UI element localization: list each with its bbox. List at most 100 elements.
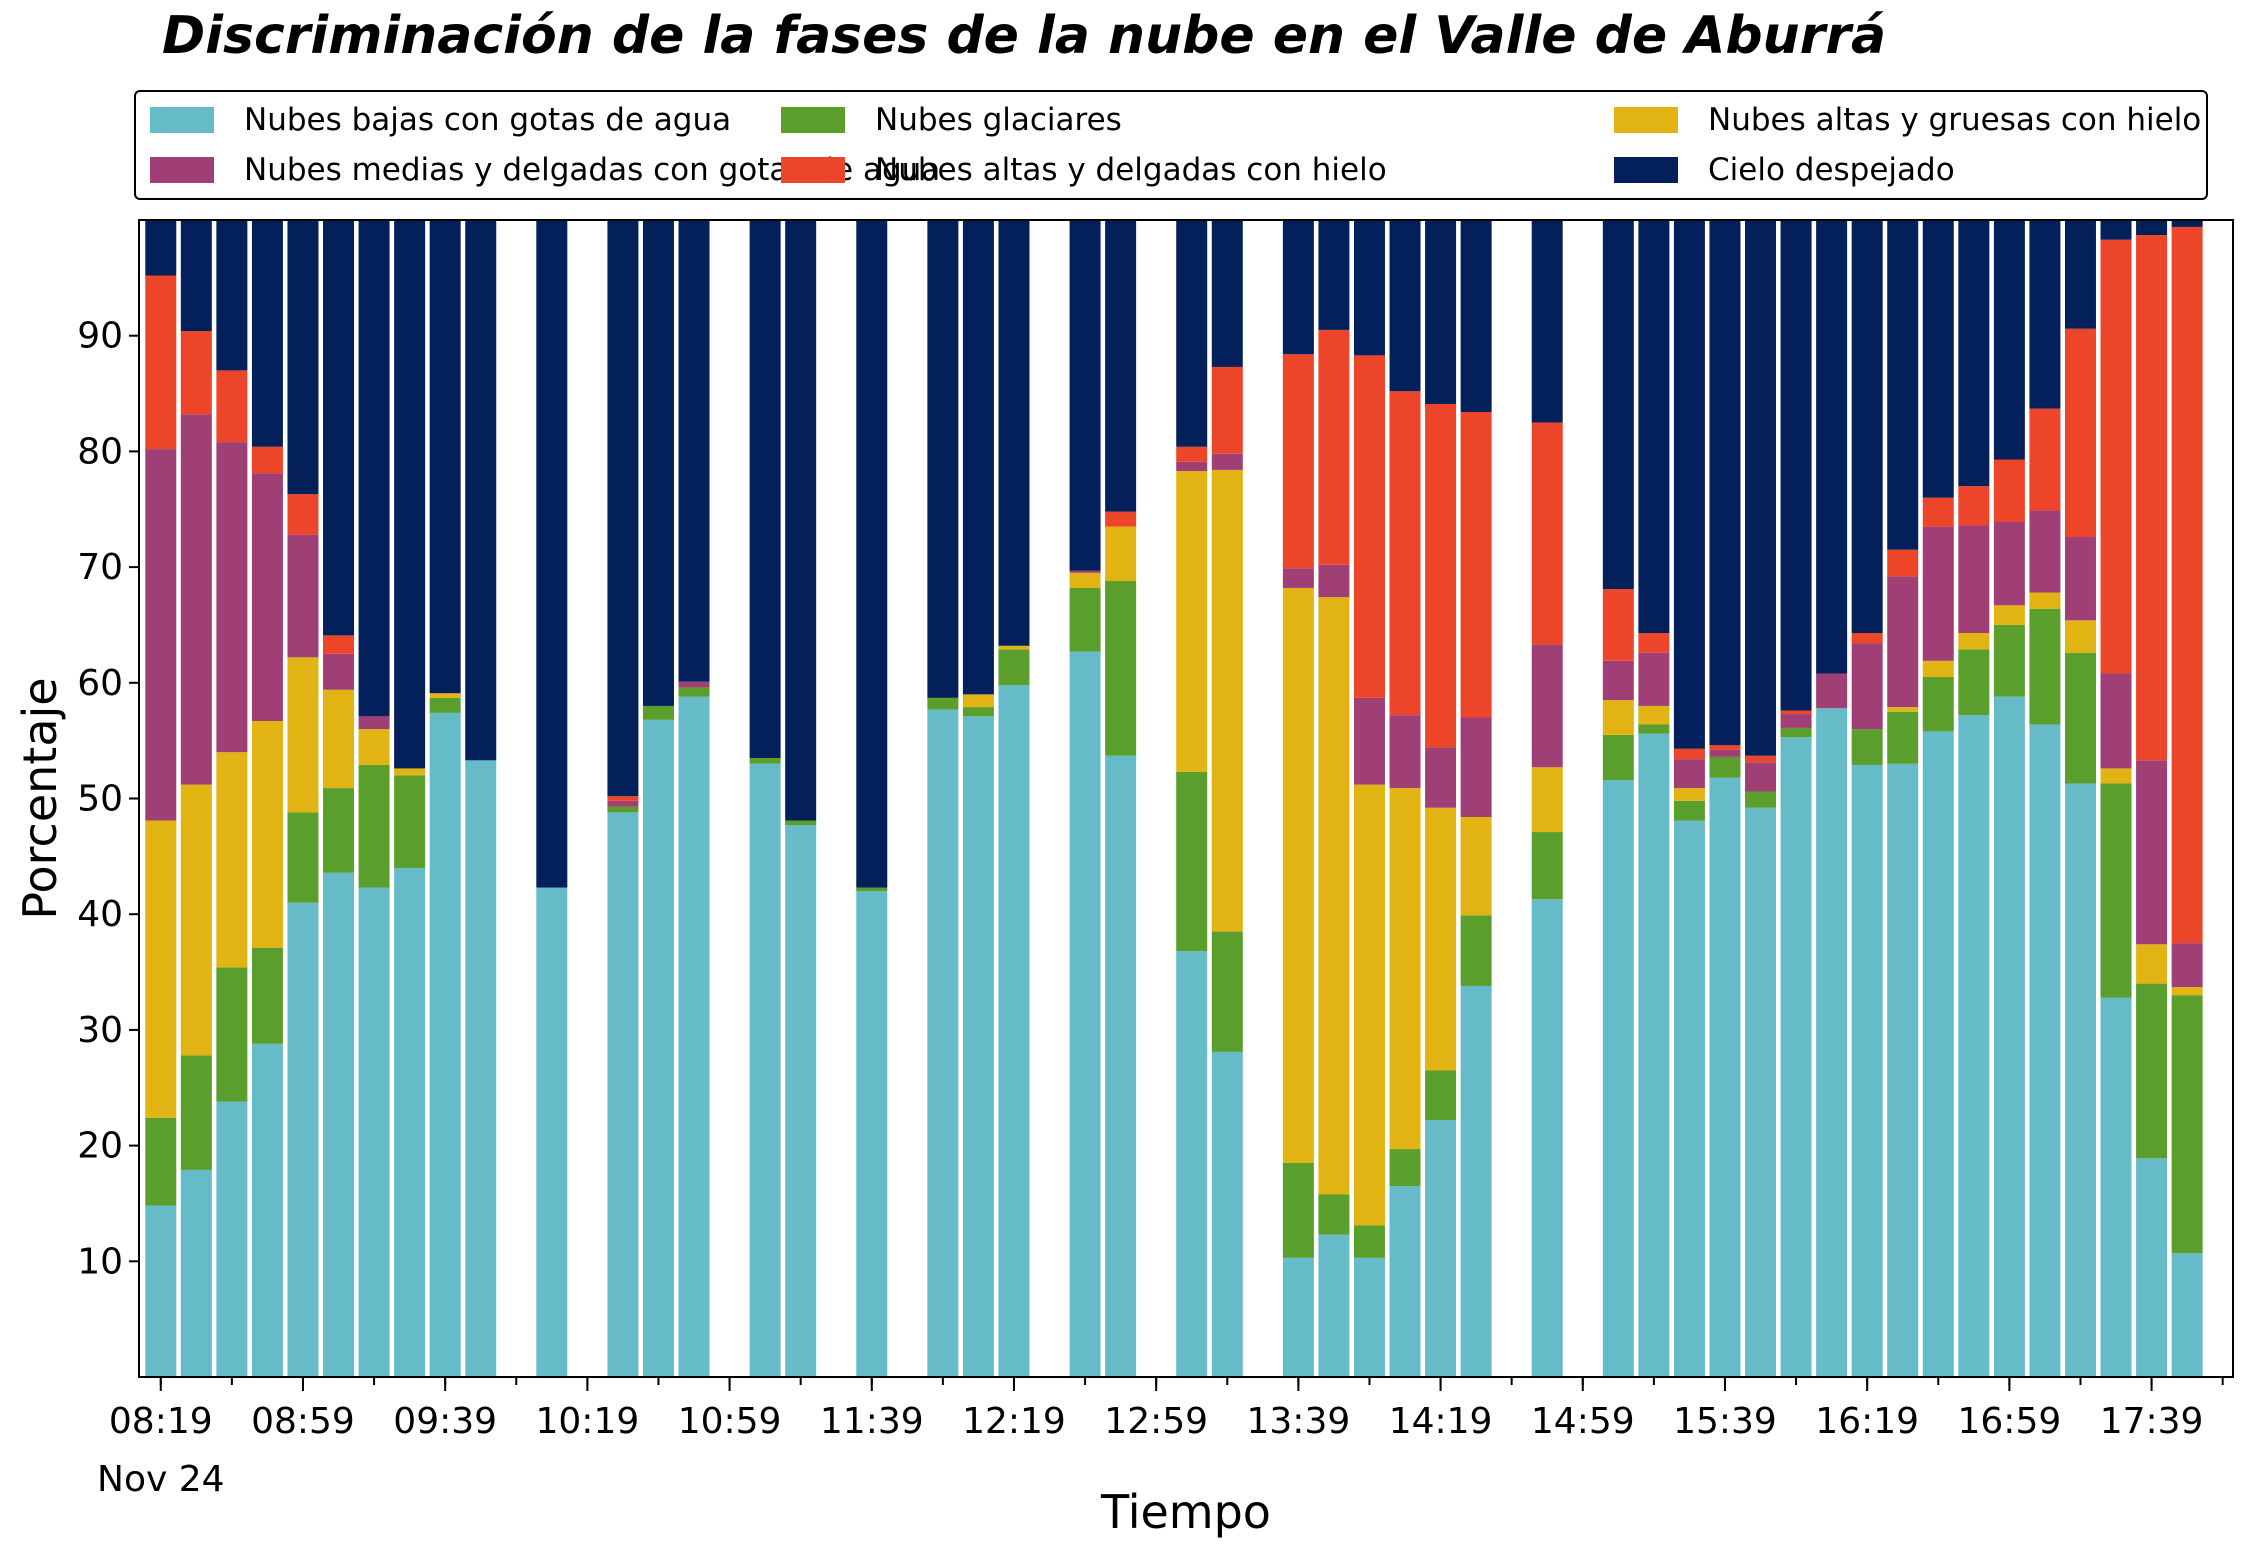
bar-segment-6-0849 <box>251 220 283 447</box>
bar-segment-2-1409 <box>1389 1149 1421 1187</box>
bar-segment-2-1649 <box>1958 649 1990 716</box>
bar-segment-6-1429 <box>1460 220 1492 413</box>
x-tick-label: 15:39 <box>1673 1401 1777 1442</box>
legend-item: Nubes altas y gruesas con hielo <box>1614 100 2201 140</box>
bar-segment-4-1619 <box>1851 643 1883 730</box>
chart-title: Discriminación de la fases de la nube en… <box>162 6 1887 66</box>
bar-segment-1-1609 <box>1816 708 1848 1377</box>
legend-swatch <box>781 157 845 183</box>
bar-segment-1-1559 <box>1780 737 1812 1377</box>
bar-segment-3-0919 <box>358 729 390 765</box>
bar-segment-5-0909 <box>323 635 355 654</box>
bar-segment-2-1359 <box>1353 1225 1385 1258</box>
bar-segment-6-0919 <box>358 220 390 717</box>
bar-segment-4-1729 <box>2100 673 2132 769</box>
bar-segment-2-1659 <box>1993 624 2025 697</box>
y-axis-label: Porcentaje <box>13 677 67 919</box>
bar-segment-1-1749 <box>2171 1253 2203 1377</box>
x-tick-label: 09:39 <box>393 1401 497 1442</box>
x-tick-label: 12:59 <box>1104 1401 1208 1442</box>
bar-segment-1-1729 <box>2100 997 2132 1377</box>
bar-segment-1-1639 <box>1922 731 1954 1377</box>
bar-segment-5-1359 <box>1353 355 1385 698</box>
bar-segment-4-1659 <box>1993 521 2025 606</box>
bar-segment-1-0819 <box>145 1205 177 1377</box>
bar-segment-1-1549 <box>1745 807 1777 1377</box>
bar-segment-3-1529 <box>1673 788 1705 801</box>
bar-segment-4-1529 <box>1673 759 1705 789</box>
bar-segment-2-0939 <box>429 697 461 713</box>
bar-segment-4-1539 <box>1709 749 1741 757</box>
bar-segment-6-1419 <box>1425 220 1457 404</box>
y-tick-label: 80 <box>77 431 123 472</box>
bar-segment-6-1109 <box>749 220 781 758</box>
bar-segment-4-0919 <box>358 716 390 730</box>
bar-segment-6-1119 <box>785 220 817 821</box>
bar-segment-2-1029 <box>607 806 639 813</box>
bar-segment-1-1139 <box>856 891 888 1377</box>
bar-segment-3-1739 <box>2136 944 2168 984</box>
bar-segment-4-1049 <box>678 681 710 688</box>
bar-segment-6-0939 <box>429 220 461 694</box>
bar-segment-1-1409 <box>1389 1186 1421 1377</box>
bar-segment-3-1249 <box>1105 526 1137 581</box>
bar-segment-4-1749 <box>2171 943 2203 988</box>
bar-segment-1-1249 <box>1105 755 1137 1377</box>
bar-segment-1-0949 <box>465 760 497 1377</box>
bar-segment-3-1359 <box>1353 784 1385 1226</box>
bar-segment-6-1649 <box>1958 220 1990 487</box>
bar-segment-3-1659 <box>1993 605 2025 625</box>
bar-segment-6-1239 <box>1069 220 1101 571</box>
bar-segment-1-1619 <box>1851 764 1883 1377</box>
bar-segment-4-0829 <box>180 414 212 785</box>
bar-segment-2-1249 <box>1105 580 1137 756</box>
bar-segment-5-1739 <box>2136 235 2168 761</box>
bar-segment-3-1239 <box>1069 572 1101 588</box>
legend-item: Cielo despejado <box>1614 150 1955 190</box>
legend-swatch <box>1614 157 1678 183</box>
bar-segment-3-1749 <box>2171 987 2203 996</box>
bar-segment-1-1039 <box>642 719 674 1377</box>
bar-segment-6-1449 <box>1531 220 1563 423</box>
bar-segment-2-1219 <box>998 649 1030 686</box>
bar-segment-2-1449 <box>1531 832 1563 900</box>
bar-segment-6-1559 <box>1780 220 1812 711</box>
bar-segment-1-1109 <box>749 763 781 1377</box>
bar-segment-1-1509 <box>1602 779 1634 1377</box>
bar-segment-1-1009 <box>536 887 568 1377</box>
bar-segment-4-1739 <box>2136 760 2168 945</box>
bar-segment-1-1649 <box>1958 715 1990 1377</box>
bar-segment-2-1549 <box>1745 791 1777 808</box>
bar-segment-1-1339 <box>1282 1257 1314 1377</box>
bar-segment-4-1559 <box>1780 714 1812 728</box>
legend-label: Nubes altas y gruesas con hielo <box>1708 102 2202 138</box>
bar-segment-1-0829 <box>180 1169 212 1377</box>
bar-segment-3-0829 <box>180 784 212 1056</box>
bar-segment-3-0929 <box>394 768 426 776</box>
bar-segment-4-0819 <box>145 449 177 821</box>
bar-segment-5-1029 <box>607 796 639 801</box>
bar-segment-3-1629 <box>1887 707 1919 712</box>
legend-swatch <box>1614 107 1678 133</box>
bar-segment-6-1519 <box>1638 220 1670 634</box>
bar-segment-3-1729 <box>2100 768 2132 784</box>
bar-segment-6-1209 <box>962 220 994 695</box>
bar-segment-2-1339 <box>1282 1162 1314 1258</box>
bar-segment-6-1039 <box>642 220 674 706</box>
bar-segment-4-1649 <box>1958 525 1990 634</box>
bar-segment-1-1739 <box>2136 1158 2168 1377</box>
bar-segment-6-1659 <box>1993 220 2025 460</box>
bar-segment-1-1519 <box>1638 733 1670 1377</box>
bar-segment-1-0929 <box>394 867 426 1377</box>
bar-segment-6-0829 <box>180 220 212 332</box>
bar-segment-4-1609 <box>1816 673 1848 709</box>
x-tick-label: 08:19 <box>109 1401 213 1442</box>
bar-segment-5-0849 <box>251 446 283 474</box>
bar-segment-5-0829 <box>180 331 212 415</box>
x-tick-label: 17:39 <box>2100 1401 2204 1442</box>
bar-segment-1-1419 <box>1425 1120 1457 1377</box>
y-tick-label: 20 <box>77 1126 123 1167</box>
bar-segment-2-1539 <box>1709 756 1741 778</box>
bar-segment-1-0859 <box>287 902 319 1377</box>
